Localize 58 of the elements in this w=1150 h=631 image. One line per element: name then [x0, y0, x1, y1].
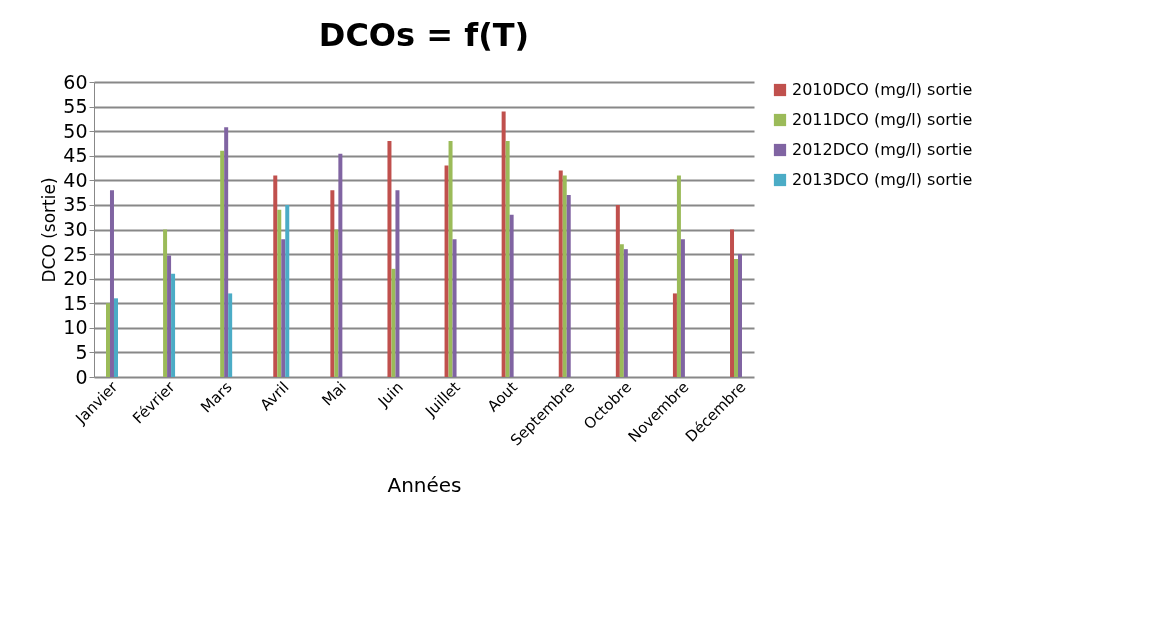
- y-tick-label: 60: [63, 70, 88, 93]
- bar: [113, 298, 118, 377]
- y-tick-label: 20: [63, 267, 88, 290]
- y-tick-label: 55: [63, 95, 88, 118]
- legend-label: 2013DCO (mg/l) sortie: [792, 170, 973, 189]
- y-tick-label: 15: [63, 291, 88, 314]
- bar: [558, 170, 563, 377]
- bar: [501, 111, 506, 377]
- bar: [277, 209, 282, 377]
- bar: [448, 141, 453, 377]
- bar: [738, 254, 743, 377]
- bar: [105, 303, 110, 377]
- bar: [562, 175, 567, 377]
- bar: [623, 249, 628, 377]
- bar: [338, 153, 343, 377]
- bar: [224, 127, 229, 377]
- bar: [228, 293, 233, 377]
- bar: [615, 204, 620, 377]
- bar: [444, 165, 449, 377]
- bar: [391, 268, 396, 377]
- bar: [505, 141, 510, 377]
- legend-label: 2012DCO (mg/l) sortie: [792, 140, 973, 159]
- y-axis-title: DCO (sortie): [39, 177, 60, 283]
- bar: [273, 175, 278, 377]
- chart-title: DCOs = f(T): [318, 16, 530, 54]
- y-tick-label: 25: [63, 242, 88, 265]
- bar: [330, 190, 335, 377]
- bar: [285, 204, 290, 377]
- x-tick-label: Mai: [318, 378, 350, 410]
- y-tick-label: 0: [75, 365, 88, 388]
- bar: [680, 239, 685, 377]
- y-tick-label: 35: [63, 193, 88, 216]
- bar: [109, 190, 114, 377]
- x-axis-title: Années: [387, 473, 462, 498]
- bar: [281, 239, 286, 377]
- bar: [734, 259, 739, 377]
- bar: [509, 214, 514, 377]
- legend-label: 2011DCO (mg/l) sortie: [792, 110, 973, 129]
- bar: [395, 190, 400, 377]
- legend-label: 2010DCO (mg/l) sortie: [792, 80, 973, 99]
- bar: [163, 229, 168, 377]
- y-tick-label: 50: [63, 119, 88, 142]
- bar: [167, 255, 172, 377]
- bar: [619, 244, 624, 377]
- bar: [672, 293, 677, 377]
- y-tick-label: 10: [63, 316, 88, 339]
- y-tick-label: 45: [63, 144, 88, 167]
- bar: [676, 175, 681, 377]
- bar: [387, 141, 392, 377]
- y-tick-label: 40: [63, 168, 88, 191]
- bar: [730, 229, 735, 377]
- bar: [171, 273, 176, 377]
- bar: [452, 239, 457, 377]
- bar: [220, 150, 225, 377]
- y-tick-label: 30: [63, 218, 88, 240]
- bar: [566, 195, 571, 377]
- bar: [334, 229, 339, 377]
- y-tick-label: 5: [75, 340, 88, 363]
